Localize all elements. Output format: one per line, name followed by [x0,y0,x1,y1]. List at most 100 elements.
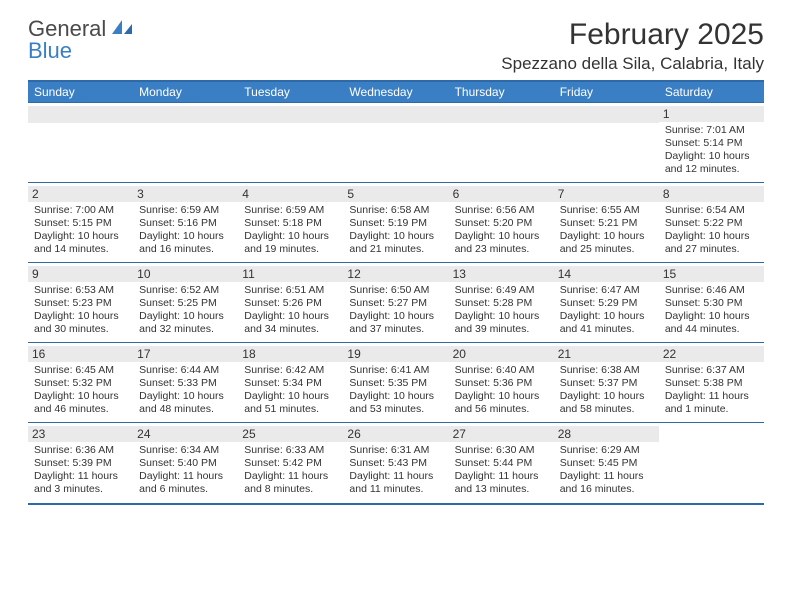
day-info: Sunrise: 6:50 AMSunset: 5:27 PMDaylight:… [349,284,442,337]
day-d2: and 51 minutes. [244,403,337,416]
calendar-week-row: 16 Sunrise: 6:45 AMSunset: 5:32 PM Dayligh… [28,343,764,423]
day-d1: Daylight: 11 hours [455,470,548,483]
day-d2: and 19 minutes. [244,243,337,256]
calendar-day-cell: 12 Sunrise: 6:50 AMSunset: 5:27 PMDayligh… [343,263,448,343]
day-of-week-header: Saturday [659,82,764,103]
day-info: Sunrise: 7:00 AMSunset: 5:15 PMDaylight:… [34,204,127,257]
calendar-empty-cell [659,423,764,503]
day-sr: Sunrise: 6:51 AM [244,284,337,297]
day-number: 3 [133,186,238,202]
day-of-week-header: Friday [554,82,659,103]
day-d2: and 44 minutes. [665,323,758,336]
day-number: 12 [343,266,448,282]
day-content: 11Sunrise: 6:51 AMSunset: 5:26 PMDayligh… [238,263,343,341]
day-d2: and 48 minutes. [139,403,232,416]
day-info: Sunrise: 6:37 AMSunset: 5:38 PMDaylight:… [665,364,758,417]
day-number: 25 [238,426,343,442]
day-d1: Daylight: 11 hours [560,470,653,483]
day-sr: Sunrise: 6:45 AM [34,364,127,377]
day-sr: Sunrise: 6:33 AM [244,444,337,457]
day-number: 11 [238,266,343,282]
day-d2: and 11 minutes. [349,483,442,496]
calendar-day-cell: 13Sunrise: 6:49 AMSunset: 5:28 PMDayligh… [449,263,554,343]
day-d1: Daylight: 10 hours [34,230,127,243]
day-info: Sunrise: 6:59 AMSunset: 5:18 PMDaylight:… [244,204,337,257]
day-d1: Daylight: 10 hours [455,230,548,243]
day-ss: Sunset: 5:16 PM [139,217,232,230]
day-d1: Daylight: 10 hours [244,390,337,403]
day-number: 26 [343,426,448,442]
day-content: 12 Sunrise: 6:50 AMSunset: 5:27 PMDayligh… [343,263,448,341]
day-d1: Daylight: 11 hours [139,470,232,483]
day-d1: Daylight: 10 hours [139,230,232,243]
calendar-day-cell: 9Sunrise: 6:53 AMSunset: 5:23 PMDaylight… [28,263,133,343]
day-sr: Sunrise: 6:59 AM [139,204,232,217]
day-ss: Sunset: 5:32 PM [34,377,127,390]
day-ss: Sunset: 5:25 PM [139,297,232,310]
day-info: Sunrise: 6:30 AMSunset: 5:44 PMDaylight:… [455,444,548,497]
day-content: 23Sunrise: 6:36 AMSunset: 5:39 PMDayligh… [28,423,133,501]
day-of-week-row: SundayMondayTuesdayWednesdayThursdayFrid… [28,82,764,103]
day-d2: and 21 minutes. [349,243,442,256]
day-content: 20 Sunrise: 6:40 AMSunset: 5:36 PMDayligh… [449,343,554,421]
day-sr: Sunrise: 6:36 AM [34,444,127,457]
day-d2: and 16 minutes. [560,483,653,496]
day-sr: Sunrise: 6:47 AM [560,284,653,297]
day-content: 15Sunrise: 6:46 AMSunset: 5:30 PMDayligh… [659,263,764,341]
day-ss: Sunset: 5:19 PM [349,217,442,230]
calendar-table: SundayMondayTuesdayWednesdayThursdayFrid… [28,82,764,503]
day-number: 16 [28,346,133,362]
day-content: 18Sunrise: 6:42 AMSunset: 5:34 PMDayligh… [238,343,343,421]
day-d2: and 12 minutes. [665,163,758,176]
title-block: February 2025 Spezzano della Sila, Calab… [501,18,764,74]
day-sr: Sunrise: 6:46 AM [665,284,758,297]
calendar-day-cell: 21Sunrise: 6:38 AMSunset: 5:37 PMDayligh… [554,343,659,423]
day-d1: Daylight: 10 hours [244,310,337,323]
day-d1: Daylight: 10 hours [665,230,758,243]
day-info: Sunrise: 6:44 AMSunset: 5:33 PMDaylight:… [139,364,232,417]
calendar-empty-cell [238,103,343,183]
day-d1: Daylight: 10 hours [665,150,758,163]
day-d1: Daylight: 10 hours [455,390,548,403]
calendar-empty-cell [28,103,133,183]
day-ss: Sunset: 5:39 PM [34,457,127,470]
day-number: 2 [28,186,133,202]
day-ss: Sunset: 5:30 PM [665,297,758,310]
day-content: 19Sunrise: 6:41 AMSunset: 5:35 PMDayligh… [343,343,448,421]
day-sr: Sunrise: 6:37 AM [665,364,758,377]
day-ss: Sunset: 5:23 PM [34,297,127,310]
empty-day-strip [554,106,659,123]
day-ss: Sunset: 5:14 PM [665,137,758,150]
day-d1: Daylight: 10 hours [455,310,548,323]
day-info: Sunrise: 6:59 AMSunset: 5:16 PMDaylight:… [139,204,232,257]
day-info: Sunrise: 6:47 AMSunset: 5:29 PMDaylight:… [560,284,653,337]
calendar-day-cell: 14Sunrise: 6:47 AMSunset: 5:29 PMDayligh… [554,263,659,343]
day-of-week-header: Thursday [449,82,554,103]
day-content: 28Sunrise: 6:29 AMSunset: 5:45 PMDayligh… [554,423,659,501]
calendar-week-row: 23Sunrise: 6:36 AMSunset: 5:39 PMDayligh… [28,423,764,503]
day-ss: Sunset: 5:27 PM [349,297,442,310]
calendar-week-row: 9Sunrise: 6:53 AMSunset: 5:23 PMDaylight… [28,263,764,343]
day-of-week-header: Tuesday [238,82,343,103]
day-d1: Daylight: 10 hours [139,390,232,403]
calendar-day-cell: 26Sunrise: 6:31 AMSunset: 5:43 PMDayligh… [343,423,448,503]
day-sr: Sunrise: 6:34 AM [139,444,232,457]
day-ss: Sunset: 5:36 PM [455,377,548,390]
day-d1: Daylight: 10 hours [349,230,442,243]
calendar-day-cell: 20 Sunrise: 6:40 AMSunset: 5:36 PMDayligh… [449,343,554,423]
day-content: 16Sunrise: 6:45 AMSunset: 5:32 PMDayligh… [28,343,133,421]
day-d2: and 37 minutes. [349,323,442,336]
day-sr: Sunrise: 6:30 AM [455,444,548,457]
day-number: 20 [449,346,554,362]
day-sr: Sunrise: 6:31 AM [349,444,442,457]
day-ss: Sunset: 5:29 PM [560,297,653,310]
day-content: 10Sunrise: 6:52 AMSunset: 5:25 PMDayligh… [133,263,238,341]
day-info: Sunrise: 6:58 AMSunset: 5:19 PMDaylight:… [349,204,442,257]
calendar-day-cell: 25Sunrise: 6:33 AMSunset: 5:42 PMDayligh… [238,423,343,503]
calendar-day-cell: 19Sunrise: 6:41 AMSunset: 5:35 PMDayligh… [343,343,448,423]
day-content: 26Sunrise: 6:31 AMSunset: 5:43 PMDayligh… [343,423,448,501]
day-info: Sunrise: 6:40 AMSunset: 5:36 PMDaylight:… [455,364,548,417]
day-content: 2 Sunrise: 7:00 AMSunset: 5:15 PMDaylight… [28,183,133,261]
day-content: 27Sunrise: 6:30 AMSunset: 5:44 PMDayligh… [449,423,554,501]
day-ss: Sunset: 5:21 PM [560,217,653,230]
